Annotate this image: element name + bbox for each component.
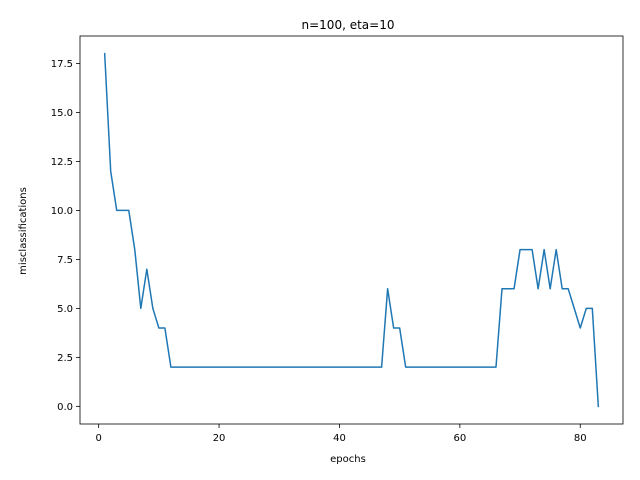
x-tick-label: 40 xyxy=(333,433,346,444)
y-tick-label: 17.5 xyxy=(51,59,73,70)
x-axis: 0 20 40 60 80 xyxy=(95,424,587,444)
y-tick-label: 5.0 xyxy=(57,304,73,315)
x-axis-label: epochs xyxy=(330,454,366,465)
x-tick-label: 80 xyxy=(574,433,587,444)
y-tick-label: 7.5 xyxy=(57,255,73,266)
y-tick-label: 10.0 xyxy=(51,206,73,217)
x-tick-label: 0 xyxy=(95,433,101,444)
y-axis-label: misclassifications xyxy=(18,187,29,275)
chart-title: n=100, eta=10 xyxy=(302,18,395,32)
plot-area xyxy=(79,35,624,425)
series-line-0 xyxy=(103,52,600,408)
x-tick-label: 20 xyxy=(213,433,226,444)
y-tick-label: 15.0 xyxy=(51,108,73,119)
y-tick-label: 2.5 xyxy=(57,353,73,364)
x-tick-label: 60 xyxy=(453,433,466,444)
y-axis: 0.0 2.5 5.0 7.5 10.0 12.5 15.0 17.5 xyxy=(51,59,80,413)
axes-frame xyxy=(79,35,624,425)
y-tick-label: 12.5 xyxy=(51,157,73,168)
y-tick-label: 0.0 xyxy=(57,402,73,413)
